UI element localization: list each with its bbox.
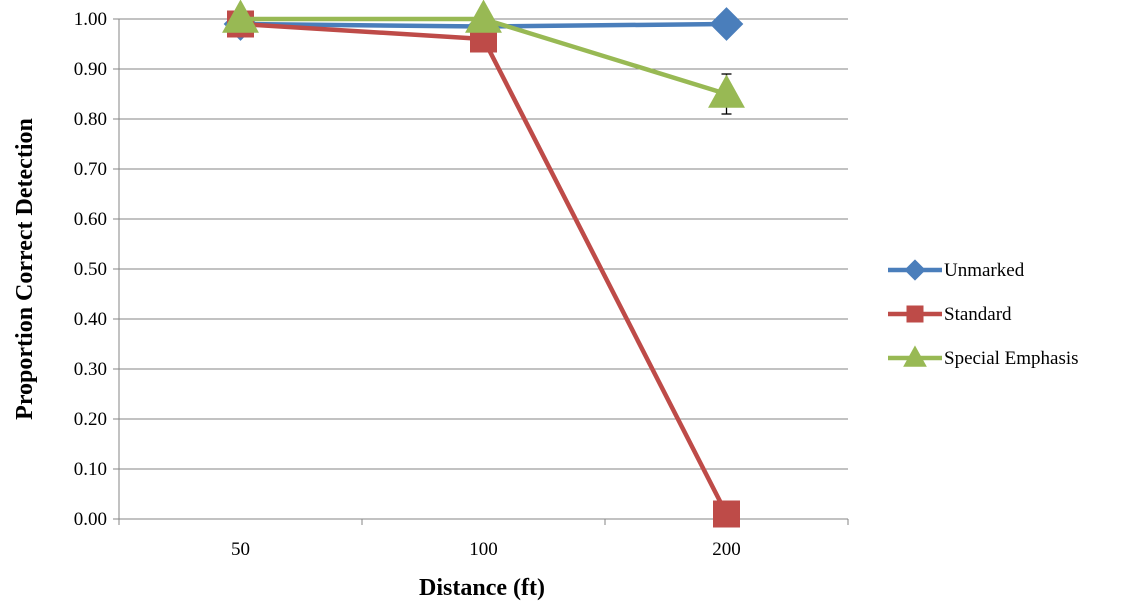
series-layer: [222, 0, 745, 528]
legend-item-special-emphasis: Special Emphasis: [888, 345, 1079, 369]
x-tick-label: 200: [712, 539, 741, 560]
data-point-unmarked: [709, 7, 744, 41]
data-point-standard: [713, 500, 740, 528]
y-tick-label: 0.60: [74, 209, 107, 230]
y-tick-label: 0.90: [74, 59, 107, 80]
data-point-special-emphasis: [708, 74, 745, 108]
legend-marker: [904, 259, 926, 281]
x-tick-label: 50: [231, 539, 250, 560]
y-tick-label: 0.80: [74, 109, 107, 130]
x-tick-labels: 50 100 200: [231, 539, 741, 560]
y-tick-label: 0.40: [74, 309, 107, 330]
legend-label: Standard: [944, 304, 1012, 325]
y-tick-label: 0.70: [74, 159, 107, 180]
series-special-emphasis: [222, 0, 745, 115]
legend-item-unmarked: Unmarked: [888, 259, 1025, 281]
legend: Unmarked Standard Special Emphasis: [888, 259, 1079, 369]
y-tick-label: 0.50: [74, 259, 107, 280]
y-tick-label: 0.20: [74, 409, 107, 430]
x-axis-title: Distance (ft): [419, 575, 545, 601]
y-tick-label: 1.00: [74, 9, 107, 30]
legend-label: Special Emphasis: [944, 348, 1079, 369]
data-point-special-emphasis: [465, 0, 502, 33]
y-tick-labels: 0.00 0.10 0.20 0.30 0.40 0.50 0.60 0.70 0.80 0.90…: [74, 9, 107, 530]
y-tick-label: 0.00: [74, 509, 107, 530]
legend-label: Unmarked: [944, 260, 1025, 281]
x-tick-label: 100: [469, 539, 498, 560]
gridlines: [119, 18, 848, 470]
legend-item-standard: Standard: [888, 304, 1012, 325]
legend-marker: [906, 305, 924, 323]
y-axis-title: Proportion Correct Detection: [12, 118, 38, 420]
data-point-special-emphasis: [222, 0, 259, 33]
y-tick-label: 0.30: [74, 359, 107, 380]
legend-marker: [903, 345, 927, 367]
y-tick-label: 0.10: [74, 459, 107, 480]
